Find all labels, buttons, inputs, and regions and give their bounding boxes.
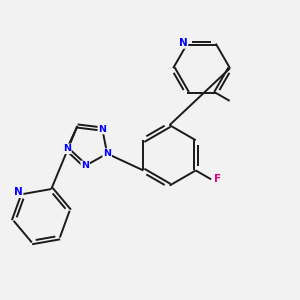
Text: N: N	[98, 124, 106, 134]
Text: N: N	[63, 144, 71, 153]
Text: N: N	[14, 187, 22, 197]
Text: N: N	[81, 161, 89, 170]
Text: N: N	[103, 149, 111, 158]
Text: F: F	[214, 174, 221, 184]
Text: N: N	[179, 38, 188, 48]
